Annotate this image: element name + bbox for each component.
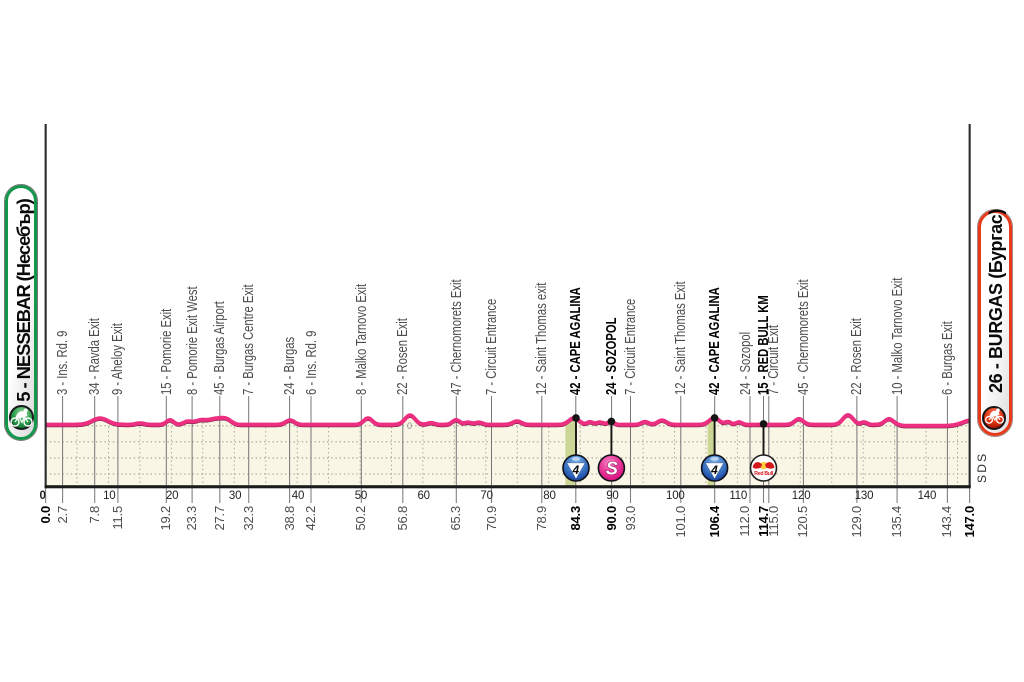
svg-text:S: S: [606, 458, 618, 478]
svg-text:4: 4: [710, 463, 718, 477]
svg-text:Red Bull: Red Bull: [754, 471, 773, 477]
svg-text:4: 4: [571, 463, 579, 477]
svg-text:0: 0: [407, 421, 412, 431]
